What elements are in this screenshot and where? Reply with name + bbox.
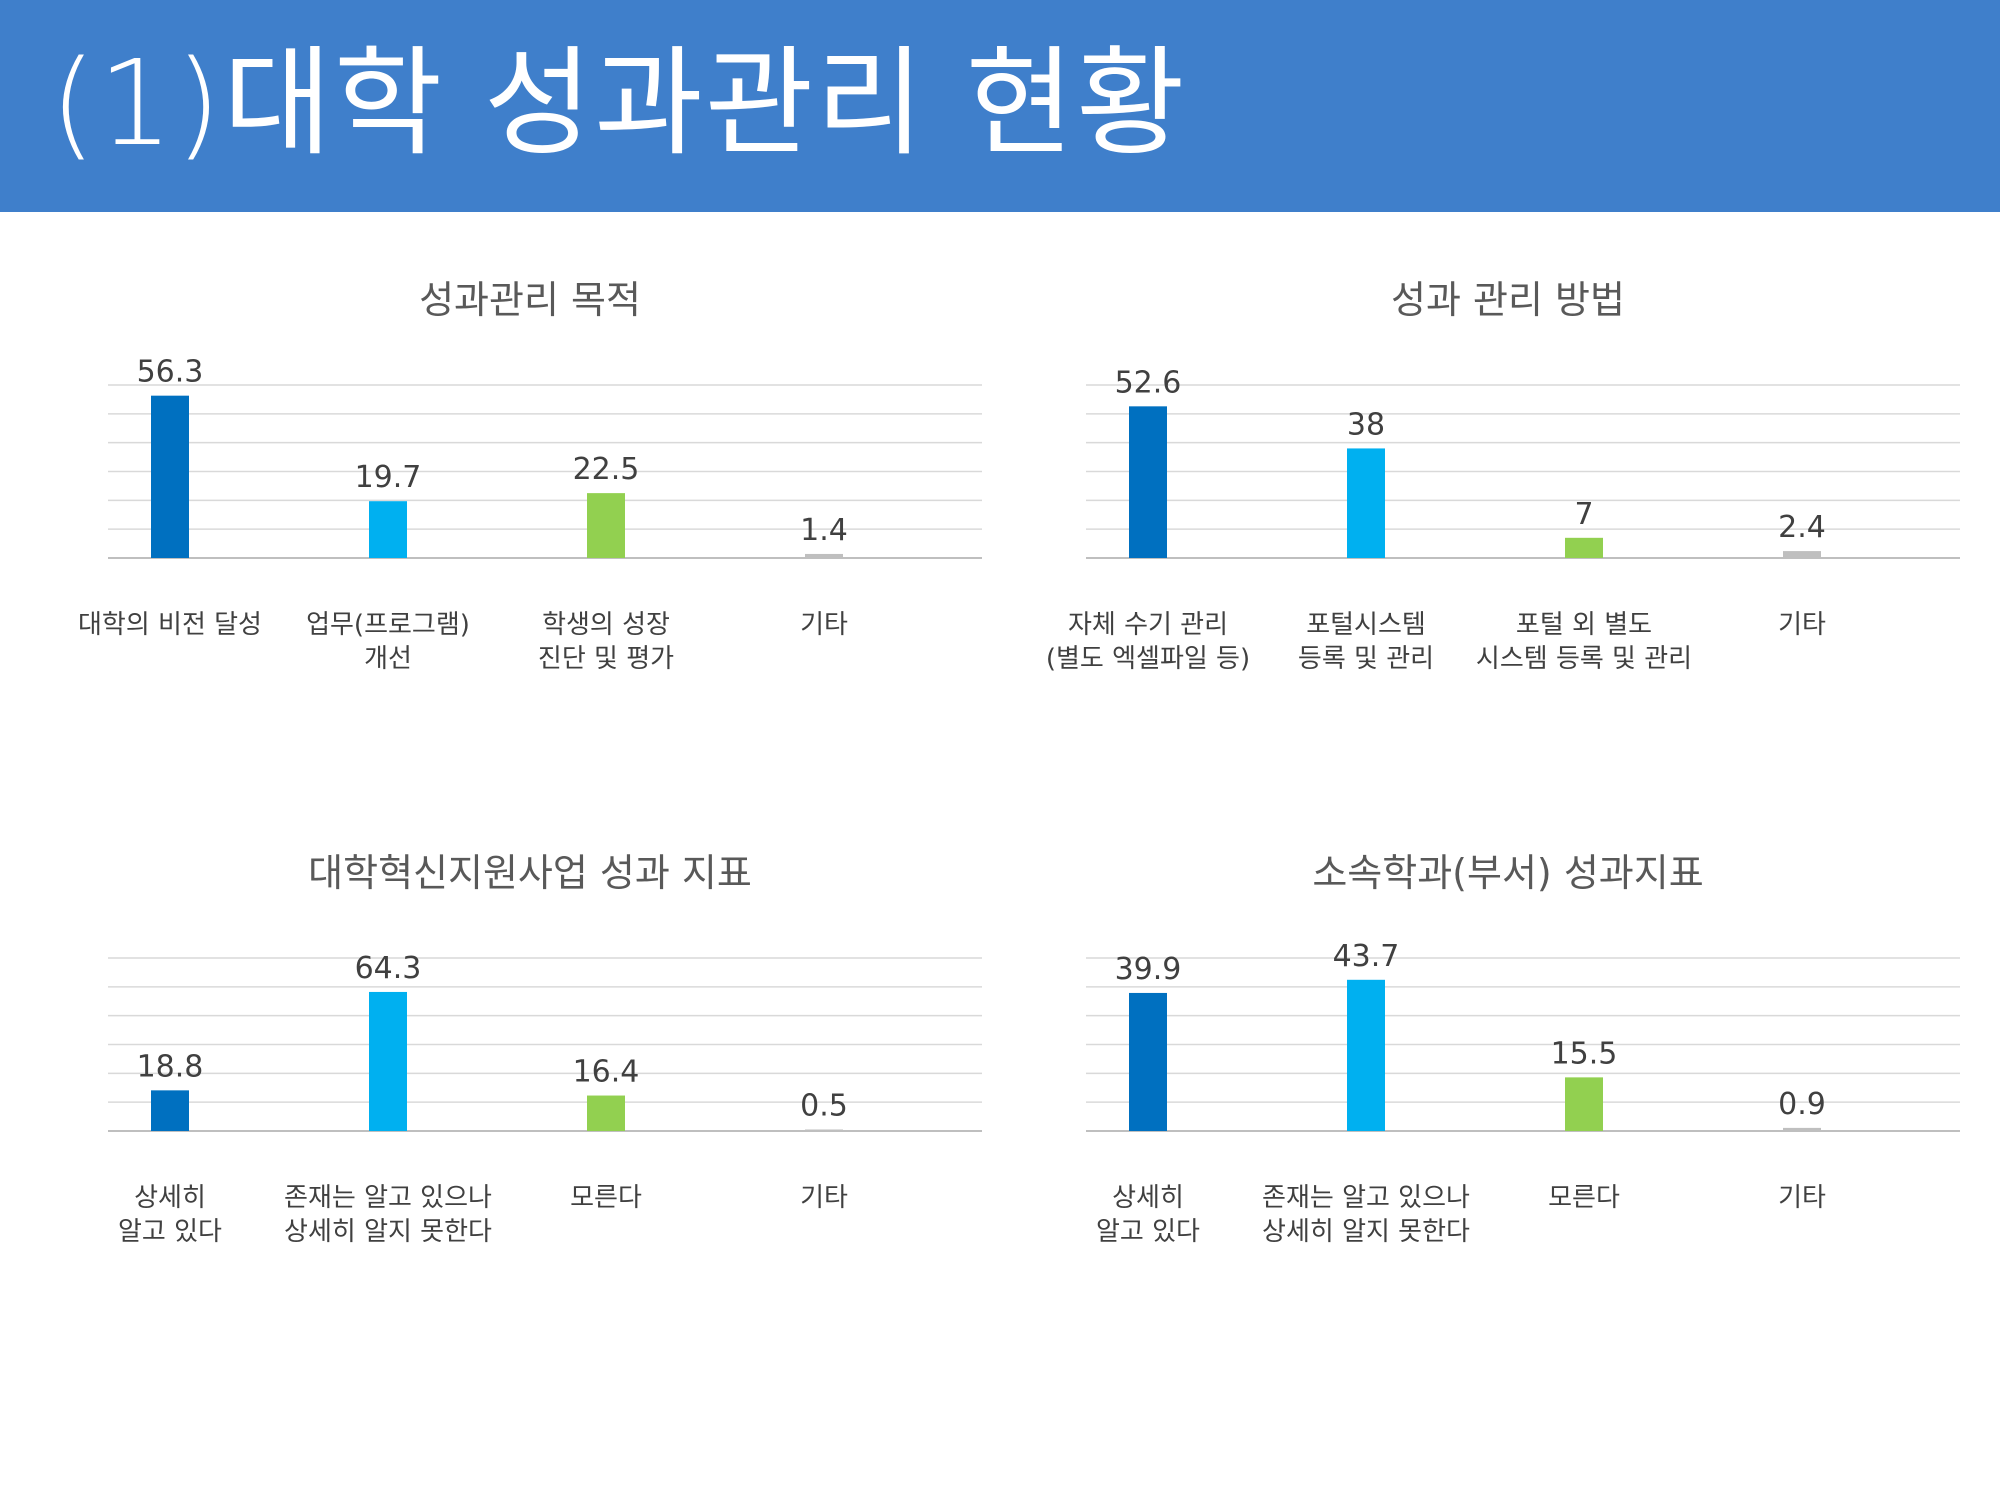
- data-label: 22.5: [573, 452, 640, 487]
- data-label: 2.4: [1778, 510, 1826, 545]
- data-label: 7: [1574, 497, 1593, 532]
- chart-title: 소속학과(부서) 성과지표: [1312, 851, 1704, 895]
- category-label: 포털 외 별도 시스템 등록 및 관리: [1475, 610, 1693, 674]
- data-label: 56.3: [137, 355, 204, 390]
- chart-plot: 52.6 38 7 2.4: [1086, 365, 1960, 559]
- category-label: 기타: [1778, 1183, 1826, 1213]
- category-label: 자체 수기 관리 (별도 엑셀파일 등): [1045, 610, 1251, 674]
- bar: [805, 1129, 843, 1131]
- bar: [1565, 537, 1603, 558]
- bar: [151, 1090, 189, 1131]
- category-label: 존재는 알고 있으나 상세히 알지 못한다: [1262, 1183, 1470, 1247]
- bar: [1565, 1077, 1603, 1131]
- bar: [1129, 992, 1167, 1131]
- bar: [1347, 448, 1385, 558]
- chart-plot: 56.3 19.7 22.5 1.4: [108, 355, 982, 559]
- bar: [587, 493, 625, 558]
- bar: [1783, 1127, 1821, 1131]
- bar: [1129, 406, 1167, 558]
- category-label: 업무(프로그램) 개선: [306, 610, 470, 674]
- chart-title: 성과관리 목적: [419, 278, 641, 322]
- category-label: 포털시스템 등록 및 관리: [1297, 610, 1435, 674]
- data-label: 0.5: [800, 1089, 848, 1124]
- chart-plot: 39.9 43.7 15.5 0.9: [1086, 939, 1960, 1132]
- data-label: 18.8: [137, 1049, 204, 1084]
- data-label: 19.7: [355, 460, 422, 495]
- data-label: 43.7: [1333, 939, 1400, 974]
- chart-method: 성과 관리 방법 52.6 38 7 2.4 자체 수기 관리 (별도 엑셀파일 등) 포…: [1046, 275, 1960, 835]
- bar: [369, 991, 407, 1131]
- category-label: 모른다: [570, 1183, 642, 1213]
- page-title: (1)대학 성과관리 현황: [50, 34, 1187, 172]
- data-label: 39.9: [1115, 952, 1182, 987]
- category-label: 존재는 알고 있으나 상세히 알지 못한다: [284, 1183, 492, 1247]
- bar: [1347, 979, 1385, 1131]
- category-label: 기타: [800, 610, 848, 640]
- category-label: 모른다: [1548, 1183, 1620, 1213]
- bar: [805, 553, 843, 558]
- data-label: 16.4: [573, 1055, 640, 1090]
- chart-innovation-indicator: 대학혁신지원사업 성과 지표 18.8 64.3 16.4 0.5 상세히 알고 있다 존…: [80, 848, 982, 1408]
- data-label: 64.3: [355, 951, 422, 986]
- chart-title: 대학혁신지원사업 성과 지표: [308, 851, 752, 895]
- bar: [151, 395, 189, 558]
- chart-title: 성과 관리 방법: [1391, 278, 1625, 322]
- data-label: 38: [1347, 407, 1385, 442]
- category-label: 학생의 성장 진단 및 평가: [537, 610, 675, 674]
- category-label: 기타: [800, 1183, 848, 1213]
- header-banner: (1)대학 성과관리 현황: [0, 0, 2000, 212]
- data-label: 0.9: [1778, 1087, 1826, 1122]
- category-label: 대학의 비전 달성: [78, 610, 262, 640]
- bar: [587, 1095, 625, 1131]
- chart-department-indicator: 소속학과(부서) 성과지표 39.9 43.7 15.5 0.9 상세히 알고 있다 존재…: [1058, 848, 1960, 1408]
- category-label: 상세히 알고 있다: [118, 1183, 222, 1247]
- bar: [1783, 551, 1821, 558]
- data-label: 15.5: [1551, 1036, 1618, 1071]
- chart-purpose: 성과관리 목적 56.3 19.7 22.5 1.4 대학의 비전 달성 업무(프로그램)…: [78, 275, 982, 835]
- bar: [369, 501, 407, 558]
- data-label: 52.6: [1115, 365, 1182, 400]
- category-label: 상세히 알고 있다: [1096, 1183, 1200, 1247]
- category-label: 기타: [1778, 610, 1826, 640]
- data-label: 1.4: [800, 513, 848, 548]
- chart-plot: 18.8 64.3 16.4 0.5: [108, 951, 982, 1132]
